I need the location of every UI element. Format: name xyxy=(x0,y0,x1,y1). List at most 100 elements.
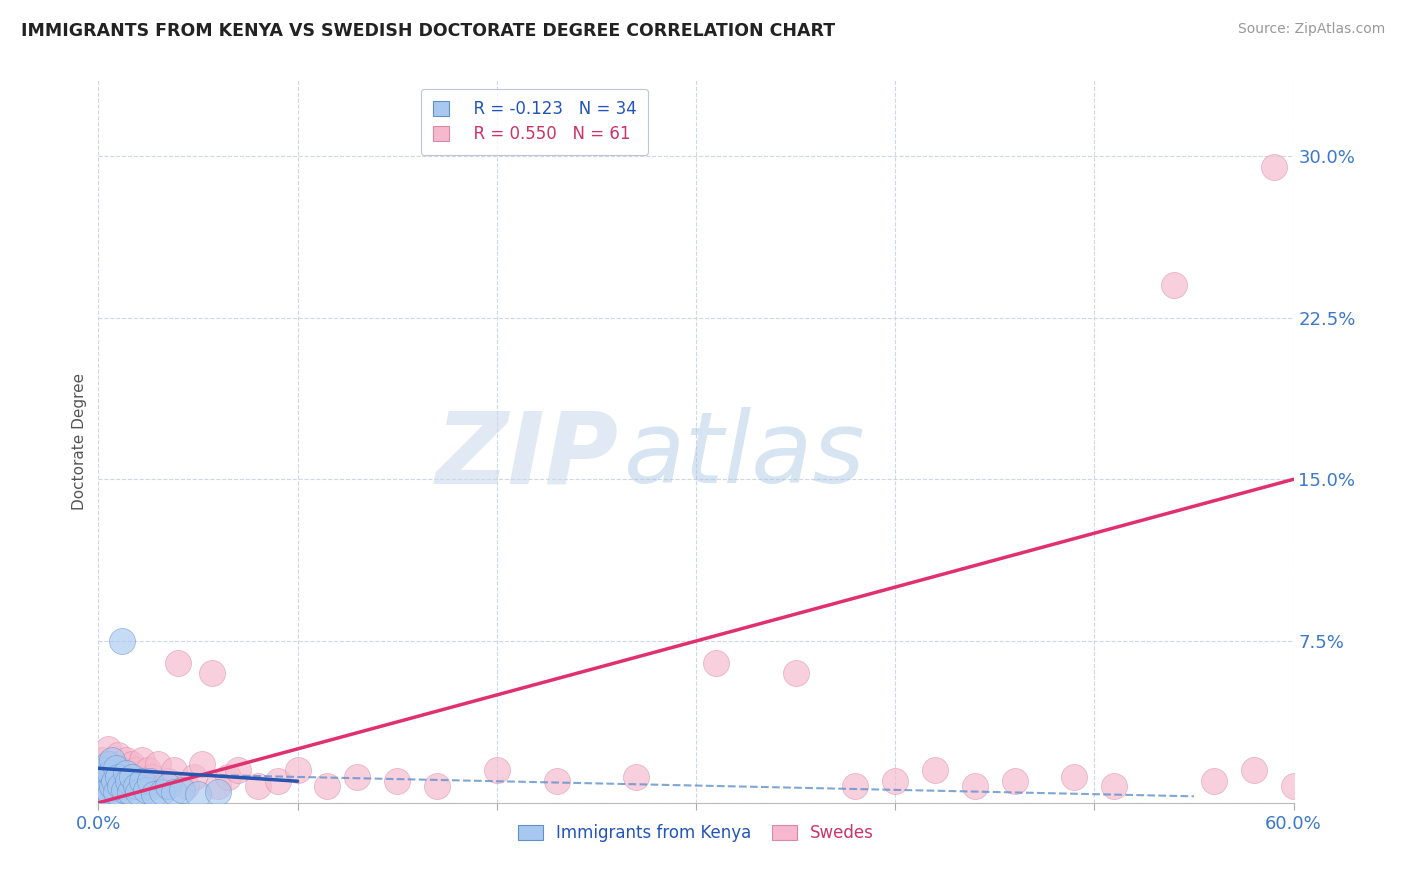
Point xyxy=(101,753,124,767)
Y-axis label: Doctorate Degree: Doctorate Degree xyxy=(72,373,87,510)
Text: Source: ZipAtlas.com: Source: ZipAtlas.com xyxy=(1237,22,1385,37)
Point xyxy=(187,787,209,801)
Point xyxy=(97,774,120,789)
Text: atlas: atlas xyxy=(624,408,866,505)
Point xyxy=(385,774,409,789)
Point xyxy=(183,770,205,784)
Point xyxy=(1282,779,1305,793)
Point xyxy=(163,764,186,778)
Point xyxy=(98,765,122,780)
Point xyxy=(93,764,115,778)
Point xyxy=(117,779,139,793)
Point xyxy=(287,764,309,778)
Point xyxy=(153,779,176,793)
Point xyxy=(91,770,114,784)
Point xyxy=(93,785,115,799)
Point xyxy=(110,779,132,793)
Point xyxy=(207,785,229,799)
Point xyxy=(157,779,180,793)
Point xyxy=(107,770,129,784)
Point xyxy=(96,764,118,778)
Point xyxy=(844,779,866,793)
Point xyxy=(93,779,115,793)
Point xyxy=(91,753,114,767)
Point xyxy=(103,770,125,784)
Point xyxy=(131,753,153,767)
Point xyxy=(125,779,148,793)
Point xyxy=(626,770,648,784)
Point xyxy=(105,774,128,789)
Point xyxy=(115,753,138,767)
Point xyxy=(167,656,190,670)
Point xyxy=(139,774,162,789)
Point xyxy=(135,779,157,793)
Point xyxy=(101,779,124,793)
Point xyxy=(426,779,449,793)
Point xyxy=(143,787,166,801)
Point xyxy=(97,742,120,756)
Point xyxy=(163,785,186,799)
Point xyxy=(217,770,239,784)
Point xyxy=(105,785,128,799)
Point xyxy=(226,764,249,778)
Text: ZIP: ZIP xyxy=(436,408,619,505)
Point xyxy=(157,774,180,789)
Point xyxy=(105,761,128,775)
Legend: Immigrants from Kenya, Swedes: Immigrants from Kenya, Swedes xyxy=(512,817,880,848)
Point xyxy=(704,656,727,670)
Point xyxy=(1163,278,1185,293)
Point xyxy=(89,779,111,793)
Point xyxy=(127,785,149,799)
Point xyxy=(127,774,149,789)
Point xyxy=(112,782,135,797)
Point xyxy=(1243,764,1265,778)
Point xyxy=(485,764,508,778)
Point xyxy=(174,779,197,793)
Point xyxy=(136,764,159,778)
Point xyxy=(191,756,214,771)
Point xyxy=(150,785,173,799)
Point xyxy=(111,764,134,778)
Point xyxy=(121,770,143,784)
Point xyxy=(785,666,807,681)
Point xyxy=(120,785,142,799)
Point xyxy=(120,770,142,784)
Point xyxy=(141,770,163,784)
Point xyxy=(107,748,129,763)
Point xyxy=(546,774,568,789)
Point xyxy=(1004,774,1026,789)
Point xyxy=(121,756,143,771)
Point xyxy=(96,774,118,789)
Point xyxy=(97,782,120,797)
Point xyxy=(884,774,907,789)
Point xyxy=(101,756,124,771)
Point xyxy=(924,764,946,778)
Point xyxy=(135,782,157,797)
Point xyxy=(963,779,986,793)
Point xyxy=(125,764,148,778)
Point xyxy=(97,756,120,771)
Point xyxy=(111,634,134,648)
Point xyxy=(131,774,153,789)
Point xyxy=(1063,770,1085,784)
Point xyxy=(124,779,146,793)
Point xyxy=(246,779,269,793)
Point xyxy=(201,666,224,681)
Point xyxy=(1202,774,1225,789)
Point xyxy=(172,782,194,797)
Point xyxy=(267,774,290,789)
Text: IMMIGRANTS FROM KENYA VS SWEDISH DOCTORATE DEGREE CORRELATION CHART: IMMIGRANTS FROM KENYA VS SWEDISH DOCTORA… xyxy=(21,22,835,40)
Point xyxy=(1104,779,1126,793)
Point xyxy=(346,770,368,784)
Point xyxy=(117,774,139,789)
Point xyxy=(112,774,135,789)
Point xyxy=(316,779,339,793)
Point xyxy=(115,765,138,780)
Point xyxy=(207,779,229,793)
Point xyxy=(98,787,122,801)
Point xyxy=(98,779,122,793)
Point xyxy=(89,774,111,789)
Point xyxy=(110,779,132,793)
Point xyxy=(148,756,170,771)
Point xyxy=(103,774,125,789)
